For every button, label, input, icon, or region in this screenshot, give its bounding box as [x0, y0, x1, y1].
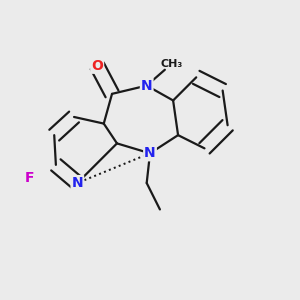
Text: CH₃: CH₃ [160, 59, 183, 69]
Text: N: N [71, 176, 83, 190]
Text: N: N [141, 79, 152, 93]
Text: F: F [25, 171, 34, 185]
Text: O: O [91, 59, 103, 73]
Text: N: N [144, 146, 156, 160]
